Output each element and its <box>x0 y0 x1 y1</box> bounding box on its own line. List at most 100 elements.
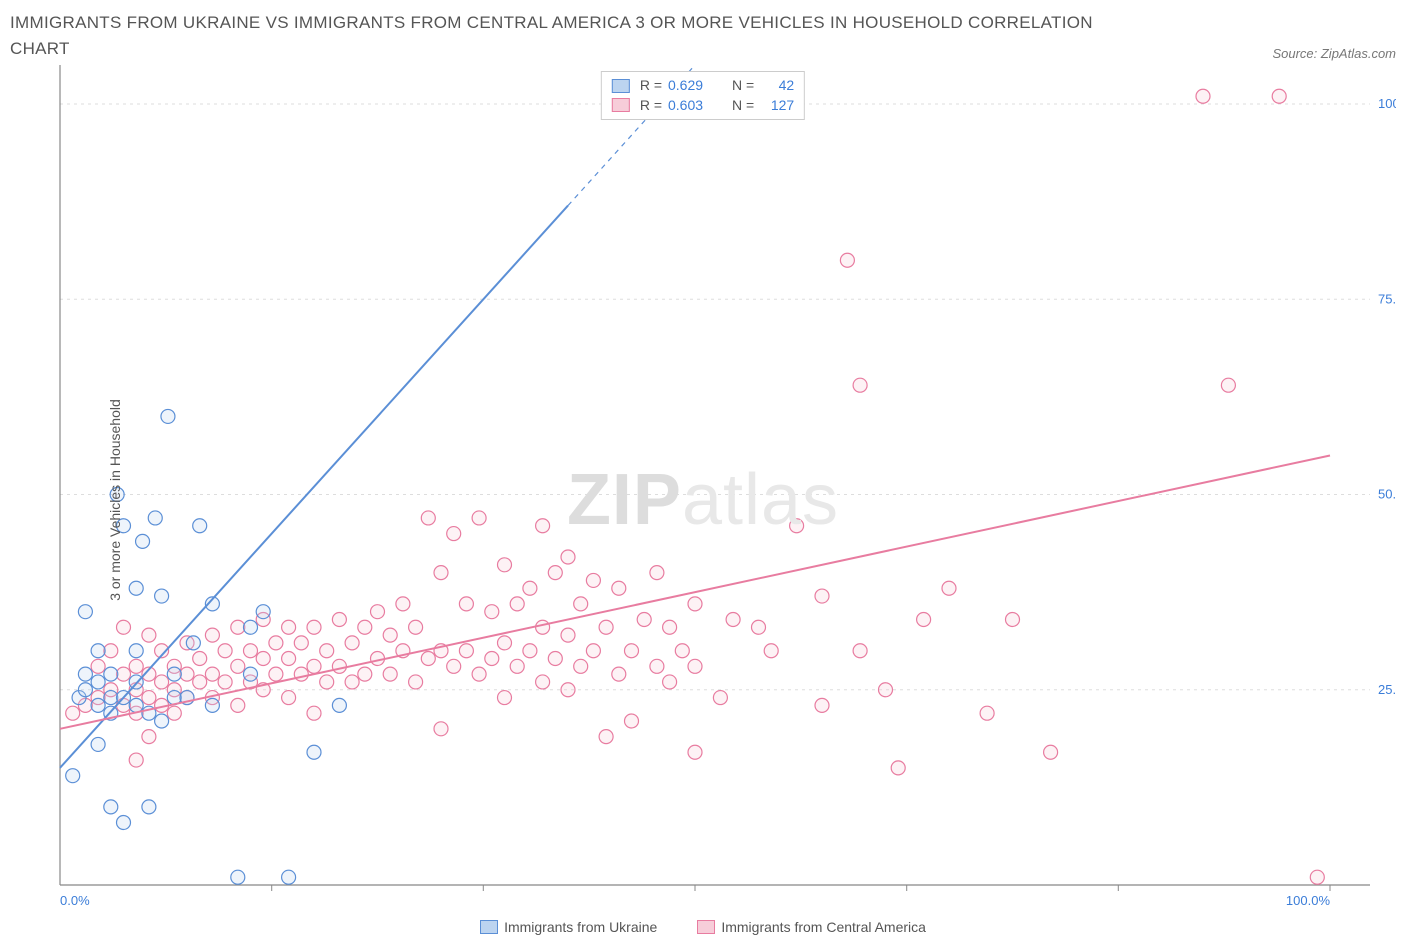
scatter-point <box>409 675 423 689</box>
scatter-point <box>142 691 156 705</box>
scatter-point <box>269 667 283 681</box>
scatter-point <box>345 675 359 689</box>
scatter-point <box>129 659 143 673</box>
scatter-point <box>117 667 131 681</box>
legend-label: Immigrants from Ukraine <box>504 919 657 935</box>
scatter-point <box>91 698 105 712</box>
scatter-point <box>180 667 194 681</box>
scatter-point <box>332 698 346 712</box>
scatter-point <box>891 761 905 775</box>
scatter-point <box>294 667 308 681</box>
scatter-point <box>840 253 854 267</box>
scatter-point <box>421 511 435 525</box>
correlation-legend: R =0.629N =42R =0.603N =127 <box>601 71 805 120</box>
scatter-point <box>637 612 651 626</box>
scatter-point <box>117 620 131 634</box>
legend-item: Immigrants from Central America <box>697 919 926 935</box>
scatter-chart: 25.0%50.0%75.0%100.0%0.0%100.0% <box>10 65 1396 935</box>
scatter-point <box>193 652 207 666</box>
scatter-point <box>447 659 461 673</box>
scatter-point <box>510 597 524 611</box>
scatter-point <box>167 667 181 681</box>
scatter-point <box>167 706 181 720</box>
scatter-point <box>459 597 473 611</box>
scatter-point <box>650 659 664 673</box>
scatter-point <box>332 659 346 673</box>
n-label: N = <box>732 76 754 96</box>
series-legend: Immigrants from Ukraine Immigrants from C… <box>10 919 1396 935</box>
r-value: 0.603 <box>668 96 718 116</box>
scatter-point <box>434 722 448 736</box>
scatter-point <box>536 620 550 634</box>
scatter-point <box>129 698 143 712</box>
scatter-point <box>599 730 613 744</box>
scatter-point <box>244 644 258 658</box>
source-attribution: Source: ZipAtlas.com <box>1272 46 1396 61</box>
svg-text:0.0%: 0.0% <box>60 893 90 908</box>
scatter-point <box>186 636 200 650</box>
scatter-point <box>307 659 321 673</box>
scatter-point <box>231 698 245 712</box>
scatter-point <box>688 597 702 611</box>
scatter-point <box>586 644 600 658</box>
scatter-point <box>231 659 245 673</box>
scatter-point <box>218 644 232 658</box>
scatter-point <box>91 737 105 751</box>
scatter-point <box>282 691 296 705</box>
scatter-point <box>726 612 740 626</box>
scatter-point <box>307 706 321 720</box>
scatter-point <box>688 659 702 673</box>
scatter-point <box>256 605 270 619</box>
scatter-point <box>78 667 92 681</box>
scatter-point <box>853 378 867 392</box>
svg-text:100.0%: 100.0% <box>1286 893 1331 908</box>
r-label: R = <box>640 96 662 116</box>
scatter-point <box>663 675 677 689</box>
scatter-point <box>688 745 702 759</box>
scatter-point <box>148 511 162 525</box>
scatter-point <box>358 667 372 681</box>
scatter-point <box>129 581 143 595</box>
scatter-point <box>1221 378 1235 392</box>
scatter-point <box>498 558 512 572</box>
scatter-point <box>129 644 143 658</box>
scatter-point <box>574 659 588 673</box>
scatter-point <box>155 675 169 689</box>
scatter-point <box>612 581 626 595</box>
scatter-point <box>1310 870 1324 884</box>
scatter-point <box>91 659 105 673</box>
scatter-point <box>942 581 956 595</box>
r-value: 0.629 <box>668 76 718 96</box>
scatter-point <box>282 652 296 666</box>
scatter-point <box>78 683 92 697</box>
scatter-point <box>625 644 639 658</box>
scatter-point <box>853 644 867 658</box>
svg-text:100.0%: 100.0% <box>1378 96 1396 111</box>
n-value: 42 <box>760 76 794 96</box>
scatter-point <box>142 730 156 744</box>
scatter-point <box>218 675 232 689</box>
scatter-point <box>498 636 512 650</box>
scatter-point <box>675 644 689 658</box>
scatter-point <box>396 597 410 611</box>
scatter-point <box>66 769 80 783</box>
scatter-point <box>536 675 550 689</box>
legend-label: Immigrants from Central America <box>721 919 926 935</box>
scatter-point <box>561 550 575 564</box>
scatter-point <box>561 683 575 697</box>
scatter-point <box>320 675 334 689</box>
scatter-point <box>980 706 994 720</box>
scatter-point <box>78 605 92 619</box>
scatter-point <box>561 628 575 642</box>
scatter-point <box>117 816 131 830</box>
legend-swatch <box>612 98 630 112</box>
scatter-point <box>434 566 448 580</box>
trend-line <box>60 455 1330 728</box>
scatter-point <box>713 691 727 705</box>
scatter-point <box>625 714 639 728</box>
scatter-point <box>155 589 169 603</box>
scatter-point <box>104 800 118 814</box>
scatter-point <box>574 597 588 611</box>
scatter-point <box>752 620 766 634</box>
scatter-point <box>548 652 562 666</box>
